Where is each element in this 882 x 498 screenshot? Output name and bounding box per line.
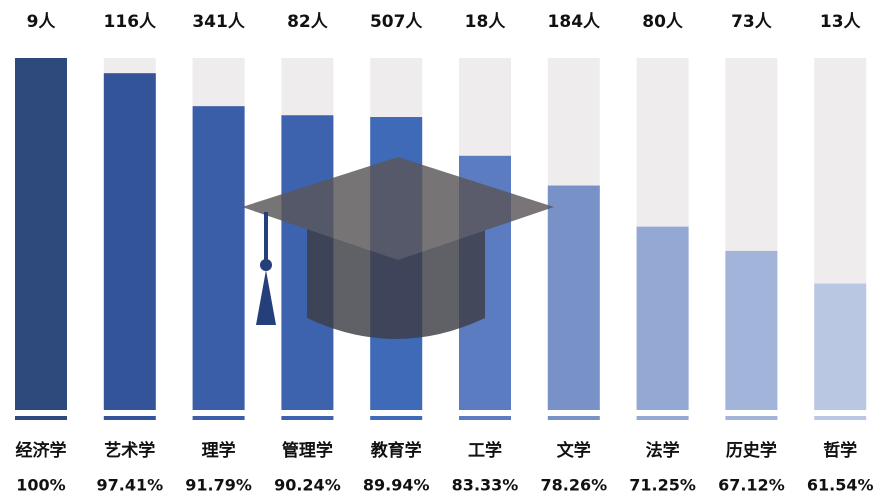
- bar-base: [547, 416, 600, 420]
- category-label: 教育学: [370, 440, 422, 461]
- bar-base: [103, 416, 156, 420]
- bar: [103, 73, 156, 410]
- category-label: 管理学: [282, 440, 333, 461]
- count-label: 116人: [104, 12, 157, 32]
- count-label: 82人: [287, 12, 329, 32]
- bar: [725, 250, 778, 410]
- cap-top: [242, 157, 554, 260]
- bar-base: [192, 416, 245, 420]
- bar: [636, 226, 689, 410]
- graduation-cap: [242, 157, 554, 339]
- value-label: 100%: [16, 476, 65, 495]
- bar: [15, 58, 67, 410]
- tassel: [256, 270, 276, 325]
- value-label: 97.41%: [96, 476, 163, 495]
- count-label: 73人: [731, 12, 773, 32]
- bar-base: [459, 416, 511, 420]
- value-label: 89.94%: [363, 476, 430, 495]
- value-label: 78.26%: [540, 476, 607, 495]
- bar-base: [281, 416, 334, 420]
- count-label: 18人: [465, 12, 507, 32]
- count-label: 9人: [27, 12, 57, 32]
- tassel-knot: [260, 259, 272, 271]
- cap-body: [307, 228, 485, 339]
- value-label: 83.33%: [452, 476, 519, 495]
- bar-base: [725, 416, 778, 420]
- bar-base: [15, 416, 67, 420]
- bar: [192, 106, 245, 410]
- category-label: 艺术学: [104, 440, 155, 461]
- value-label: 61.54%: [807, 476, 874, 495]
- value-label: 71.25%: [629, 476, 696, 495]
- value-label: 67.12%: [718, 476, 785, 495]
- category-label: 工学: [468, 440, 502, 461]
- bar-base: [370, 416, 423, 420]
- bar: [814, 283, 867, 410]
- bar: [547, 185, 600, 410]
- category-label: 经济学: [16, 440, 67, 461]
- value-label: 91.79%: [185, 476, 252, 495]
- count-label: 80人: [642, 12, 684, 32]
- count-label: 507人: [370, 12, 423, 32]
- bar-base: [814, 416, 867, 420]
- category-label: 理学: [202, 440, 236, 461]
- count-label: 13人: [820, 12, 862, 32]
- category-label: 文学: [557, 440, 591, 461]
- category-label: 法学: [646, 440, 680, 461]
- category-label: 哲学: [823, 440, 857, 461]
- count-label: 184人: [548, 12, 601, 32]
- count-label: 341人: [192, 12, 245, 32]
- category-label: 历史学: [726, 440, 777, 461]
- value-label: 90.24%: [274, 476, 341, 495]
- bar-base: [636, 416, 689, 420]
